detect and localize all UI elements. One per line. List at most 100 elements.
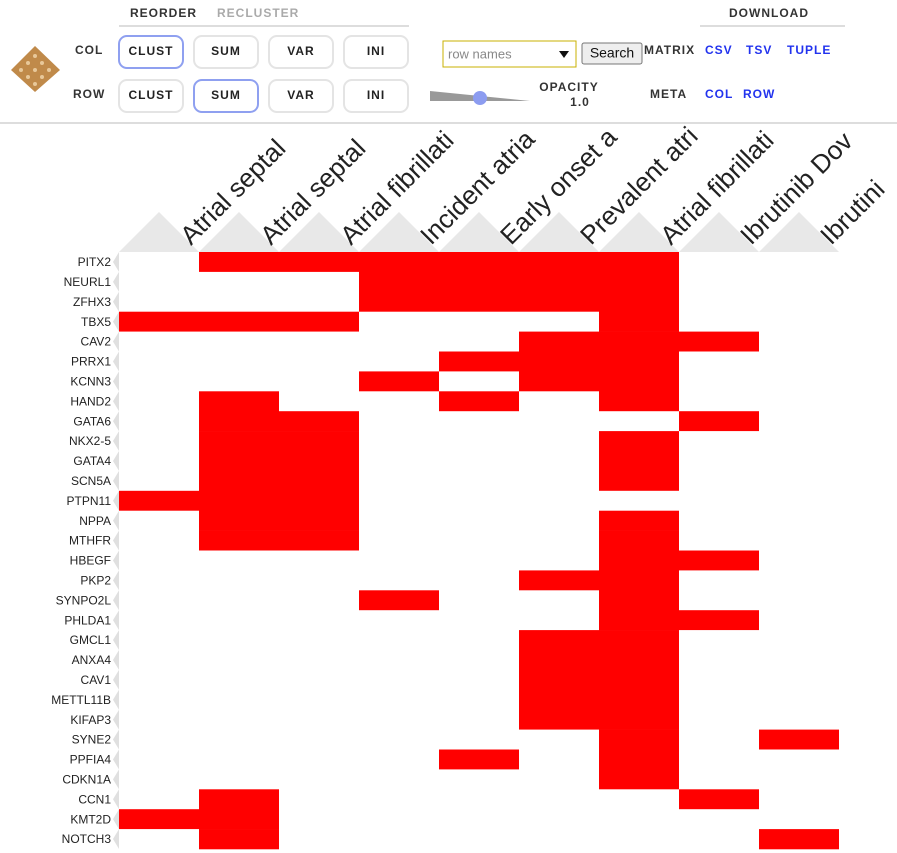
sort-button[interactable]: [118, 79, 184, 113]
row-dendro-triangle: [113, 530, 119, 551]
heatmap-cell: [119, 729, 199, 750]
heatmap-cell: [199, 411, 279, 432]
heatmap-cell: [519, 769, 599, 790]
heatmap-cell: [599, 470, 679, 492]
opacity-slider-handle[interactable]: [473, 91, 487, 105]
row-dendro-triangle: [113, 490, 119, 511]
heatmap-cell: [279, 351, 359, 372]
heatmap-cell: [759, 470, 839, 492]
heatmap-cell: [119, 650, 199, 671]
heatmap-cell: [599, 650, 679, 671]
heatmap-cell: [119, 789, 199, 810]
heatmap-cell: [359, 729, 439, 750]
heatmap-cell: [279, 530, 359, 551]
heatmap-cell: [679, 689, 759, 710]
heatmap-cell: [519, 331, 599, 352]
row-dendro-triangle: [113, 630, 119, 650]
sort-button[interactable]: [343, 35, 409, 69]
heatmap-cell: [519, 470, 599, 492]
row-label: SCN5A: [71, 474, 111, 488]
sort-button[interactable]: [343, 79, 409, 113]
row-label: NOTCH3: [62, 832, 112, 846]
row-search-select[interactable]: [442, 40, 577, 68]
download-link[interactable]: COL: [705, 87, 733, 101]
heatmap-cell: [279, 590, 359, 611]
download-link[interactable]: TUPLE: [787, 43, 831, 57]
row-label: PKP2: [80, 574, 111, 588]
sort-button[interactable]: [193, 79, 259, 113]
heatmap-cell: [759, 630, 839, 651]
heatmap-cell: [679, 709, 759, 730]
heatmap-cell: [359, 789, 439, 810]
heatmap-cell: [599, 669, 679, 691]
heatmap-cell: [519, 669, 599, 691]
heatmap-cell: [199, 709, 279, 730]
heatmap-cell: [199, 351, 279, 372]
heatmap-cell: [359, 470, 439, 492]
heatmap-cell: [439, 530, 519, 551]
row-label: SYNPO2L: [56, 593, 112, 607]
heatmap-cell: [359, 669, 439, 691]
sort-button[interactable]: [268, 35, 334, 69]
row-label: MTHFR: [69, 534, 111, 548]
heatmap-cell: [359, 391, 439, 412]
heatmap-cell: [599, 271, 679, 293]
heatmap-cell: [679, 371, 759, 392]
heatmap-cell: [679, 630, 759, 651]
heatmap-cell: [199, 252, 279, 273]
heatmap-cell: [119, 371, 199, 392]
download-link[interactable]: ROW: [743, 87, 775, 101]
recluster-tab[interactable]: RECLUSTER: [217, 6, 299, 20]
heatmap-cell: [359, 709, 439, 730]
heatmap-cell: [759, 510, 839, 531]
heatmap-cell: [119, 510, 199, 531]
heatmap-cell: [519, 709, 599, 730]
row-dendro-triangle: [113, 371, 119, 392]
sort-button[interactable]: [268, 79, 334, 113]
row-label: CAV2: [81, 335, 112, 349]
heatmap-cell: [199, 490, 279, 511]
heatmap-cell: [119, 271, 199, 293]
opacity-value: 1.0: [570, 95, 590, 109]
row-dendro-triangle: [113, 411, 119, 432]
heatmap-cell: [199, 271, 279, 293]
heatmap-cell: [279, 689, 359, 710]
heatmap-cell: [439, 311, 519, 332]
heatmap-cell: [279, 570, 359, 591]
search-button[interactable]: [581, 42, 643, 65]
heatmap-cell: [119, 470, 199, 492]
heatmap-cell: [679, 789, 759, 810]
row-dendro-triangle: [113, 809, 119, 830]
matrix-label: MATRIX: [644, 43, 695, 57]
heatmap-cell: [599, 769, 679, 790]
sort-button[interactable]: [193, 35, 259, 69]
heatmap-cell: [359, 530, 439, 551]
download-link[interactable]: CSV: [705, 43, 733, 57]
heatmap-cell: [599, 829, 679, 850]
heatmap-cell: [119, 291, 199, 312]
heatmap-cell: [119, 351, 199, 372]
heatmap-cell: [759, 431, 839, 452]
heatmap-cell: [439, 729, 519, 750]
heatmap-cell: [359, 630, 439, 651]
download-links: CSV TSV TUPLE COL ROW: [705, 43, 831, 101]
heatmap-cell: [679, 391, 759, 412]
heatmap-cell: [519, 809, 599, 830]
reorder-header: REORDER: [130, 6, 197, 20]
heatmap-cell: [599, 550, 679, 571]
heatmap-cell: [359, 351, 439, 372]
heatmap-cell: [279, 829, 359, 850]
heatmap-cell: [199, 570, 279, 591]
heatmap-cell: [759, 729, 839, 750]
heatmap-cell: [759, 570, 839, 591]
heatmap-cell: [519, 570, 599, 591]
heatmap-cell: [359, 431, 439, 452]
heatmap-cell: [119, 749, 199, 770]
sort-button[interactable]: [118, 35, 184, 69]
heatmap-cell: [599, 351, 679, 372]
row-label: METTL11B: [51, 693, 111, 707]
heatmap-cell: [599, 391, 679, 412]
download-link[interactable]: TSV: [746, 43, 772, 57]
heatmap-cell: [759, 789, 839, 810]
heatmap-cell: [519, 291, 599, 312]
